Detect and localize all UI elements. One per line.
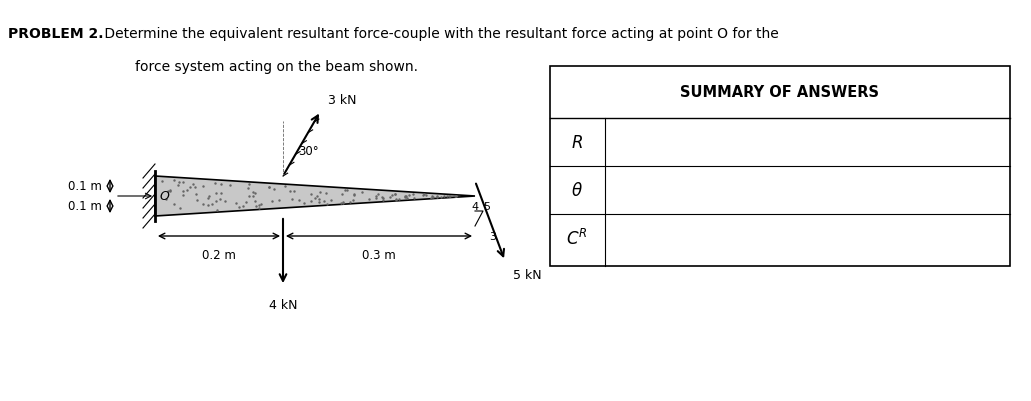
Text: 0.3 m: 0.3 m xyxy=(362,248,396,261)
Text: 5 kN: 5 kN xyxy=(513,268,541,281)
Text: R: R xyxy=(571,134,583,152)
Text: 3: 3 xyxy=(490,231,497,241)
Text: 0.1 m: 0.1 m xyxy=(68,180,102,193)
Text: SUMMARY OF ANSWERS: SUMMARY OF ANSWERS xyxy=(680,85,879,100)
FancyBboxPatch shape xyxy=(550,67,1010,266)
Text: 3 kN: 3 kN xyxy=(329,94,357,107)
Text: $\theta$: $\theta$ xyxy=(571,182,583,200)
Text: 0.1 m: 0.1 m xyxy=(68,200,102,213)
Text: PROBLEM 2.: PROBLEM 2. xyxy=(8,27,103,41)
Text: Determine the equivalent resultant force-couple with the resultant force acting : Determine the equivalent resultant force… xyxy=(100,27,778,41)
Text: 4 kN: 4 kN xyxy=(269,298,297,311)
Text: 0.2 m: 0.2 m xyxy=(202,248,236,261)
Text: 5: 5 xyxy=(483,201,490,211)
Text: $C^R$: $C^R$ xyxy=(566,229,588,249)
Text: force system acting on the beam shown.: force system acting on the beam shown. xyxy=(135,60,418,74)
Polygon shape xyxy=(155,176,475,217)
Text: 30°: 30° xyxy=(298,145,319,158)
Text: O: O xyxy=(160,190,170,203)
Text: 4: 4 xyxy=(472,201,479,211)
